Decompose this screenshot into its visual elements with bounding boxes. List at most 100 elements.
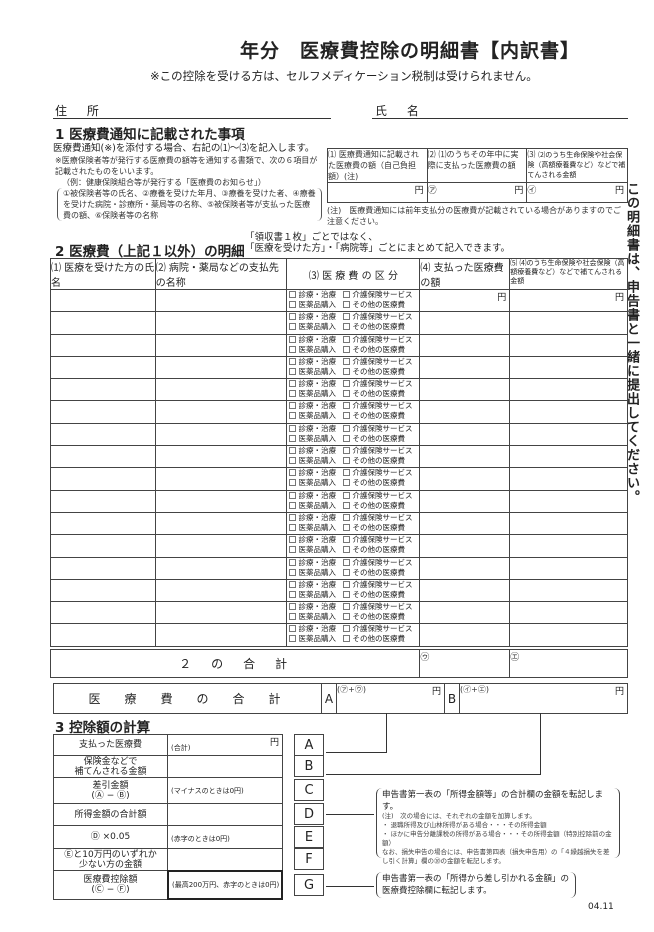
- compensated-amount-field[interactable]: 円: [509, 288, 628, 313]
- patient-name-field[interactable]: [50, 511, 156, 536]
- paid-amount-field[interactable]: [419, 333, 511, 357]
- paid-amount-field[interactable]: [419, 445, 511, 469]
- calc-field-g[interactable]: (最高200万円、赤字のときは0円): [167, 870, 283, 900]
- paid-amount-field[interactable]: [419, 534, 511, 558]
- checkbox-treatment[interactable]: [289, 580, 297, 588]
- payee-name-field[interactable]: [154, 534, 288, 558]
- checkbox-medicine[interactable]: [289, 546, 297, 554]
- checkbox-other[interactable]: [343, 590, 351, 598]
- calc-field-b[interactable]: [167, 755, 283, 778]
- patient-name-field[interactable]: [50, 578, 156, 603]
- patient-name-field[interactable]: [50, 311, 156, 335]
- patient-name-field[interactable]: [50, 422, 156, 447]
- checkbox-other[interactable]: [343, 301, 351, 308]
- checkbox-medicine[interactable]: [289, 412, 297, 420]
- checkbox-medicine[interactable]: [289, 390, 297, 398]
- checkbox-other[interactable]: [343, 412, 351, 420]
- compensated-amount-field[interactable]: [509, 445, 628, 469]
- grand-total-b-field[interactable]: (㋑+㋓) 円: [459, 683, 628, 714]
- checkbox-other[interactable]: [343, 457, 351, 465]
- checkbox-medicine[interactable]: [289, 434, 297, 442]
- compensated-amount-field[interactable]: [509, 511, 628, 536]
- grand-total-a-field[interactable]: (㋐+㋒) 円: [336, 683, 445, 714]
- patient-name-field[interactable]: [50, 288, 156, 313]
- compensated-amount-field[interactable]: [509, 422, 628, 447]
- checkbox-medicine[interactable]: [289, 590, 297, 598]
- compensated-amount-field[interactable]: [509, 378, 628, 402]
- patient-name-field[interactable]: [50, 400, 156, 424]
- checkbox-other[interactable]: [343, 479, 351, 487]
- paid-amount-field[interactable]: [419, 467, 511, 491]
- payee-name-field[interactable]: [154, 445, 288, 469]
- checkbox-care-service[interactable]: [343, 536, 351, 544]
- payee-name-field[interactable]: [154, 400, 288, 424]
- payee-name-field[interactable]: [154, 311, 288, 335]
- checkbox-care-service[interactable]: [343, 447, 351, 455]
- checkbox-medicine[interactable]: [289, 301, 297, 308]
- paid-amount-field[interactable]: 円: [419, 288, 511, 313]
- checkbox-care-service[interactable]: [343, 625, 351, 633]
- patient-name-field[interactable]: [50, 467, 156, 491]
- checkbox-other[interactable]: [343, 367, 351, 375]
- checkbox-treatment[interactable]: [289, 424, 297, 432]
- calc-field-e[interactable]: (赤字のときは0円): [167, 825, 283, 849]
- payee-name-field[interactable]: [154, 467, 288, 491]
- payee-name-field[interactable]: [154, 601, 288, 625]
- checkbox-care-service[interactable]: [343, 313, 351, 321]
- checkbox-medicine[interactable]: [289, 568, 297, 576]
- compensated-amount-field[interactable]: [509, 578, 628, 603]
- paid-amount-field[interactable]: [419, 601, 511, 625]
- compensated-amount-field[interactable]: [509, 467, 628, 491]
- payee-name-field[interactable]: [154, 378, 288, 402]
- patient-name-field[interactable]: [50, 556, 156, 580]
- checkbox-other[interactable]: [343, 613, 351, 621]
- payee-name-field[interactable]: [154, 288, 288, 313]
- checkbox-medicine[interactable]: [289, 345, 297, 353]
- compensated-amount-field[interactable]: [509, 623, 628, 647]
- checkbox-treatment[interactable]: [289, 625, 297, 633]
- checkbox-other[interactable]: [343, 323, 351, 331]
- checkbox-treatment[interactable]: [289, 357, 297, 365]
- checkbox-medicine[interactable]: [289, 523, 297, 531]
- checkbox-treatment[interactable]: [289, 603, 297, 611]
- patient-name-field[interactable]: [50, 355, 156, 380]
- checkbox-treatment[interactable]: [289, 513, 297, 521]
- payee-name-field[interactable]: [154, 556, 288, 580]
- paid-amount-field[interactable]: [419, 355, 511, 380]
- checkbox-medicine[interactable]: [289, 613, 297, 621]
- payee-name-field[interactable]: [154, 355, 288, 380]
- paid-amount-field[interactable]: ㋐円: [426, 182, 528, 203]
- patient-name-field[interactable]: [50, 445, 156, 469]
- calc-field-d[interactable]: [167, 803, 283, 826]
- compensated-amount-field[interactable]: [509, 556, 628, 580]
- paid-amount-field[interactable]: [419, 311, 511, 335]
- paid-amount-field[interactable]: [419, 556, 511, 580]
- checkbox-medicine[interactable]: [289, 367, 297, 375]
- checkbox-other[interactable]: [343, 568, 351, 576]
- checkbox-care-service[interactable]: [343, 291, 351, 298]
- payee-name-field[interactable]: [154, 333, 288, 357]
- checkbox-treatment[interactable]: [289, 380, 297, 388]
- checkbox-care-service[interactable]: [343, 402, 351, 410]
- checkbox-treatment[interactable]: [289, 313, 297, 321]
- checkbox-medicine[interactable]: [289, 479, 297, 487]
- compensated-amount-field[interactable]: ㋑円: [526, 182, 628, 203]
- patient-name-field[interactable]: [50, 534, 156, 558]
- checkbox-treatment[interactable]: [289, 491, 297, 499]
- checkbox-treatment[interactable]: [289, 402, 297, 410]
- paid-amount-field[interactable]: [419, 623, 511, 647]
- checkbox-other[interactable]: [343, 546, 351, 554]
- paid-amount-field[interactable]: [419, 511, 511, 536]
- compensated-amount-field[interactable]: [509, 534, 628, 558]
- patient-name-field[interactable]: [50, 378, 156, 402]
- checkbox-care-service[interactable]: [343, 491, 351, 499]
- address-field[interactable]: [110, 100, 330, 116]
- checkbox-treatment[interactable]: [289, 536, 297, 544]
- paid-amount-field[interactable]: [419, 400, 511, 424]
- checkbox-other[interactable]: [343, 390, 351, 398]
- paid-amount-field[interactable]: [419, 422, 511, 447]
- checkbox-other[interactable]: [343, 434, 351, 442]
- compensated-amount-field[interactable]: [509, 400, 628, 424]
- calc-field-a[interactable]: (合計) 円: [167, 734, 283, 756]
- checkbox-treatment[interactable]: [289, 558, 297, 566]
